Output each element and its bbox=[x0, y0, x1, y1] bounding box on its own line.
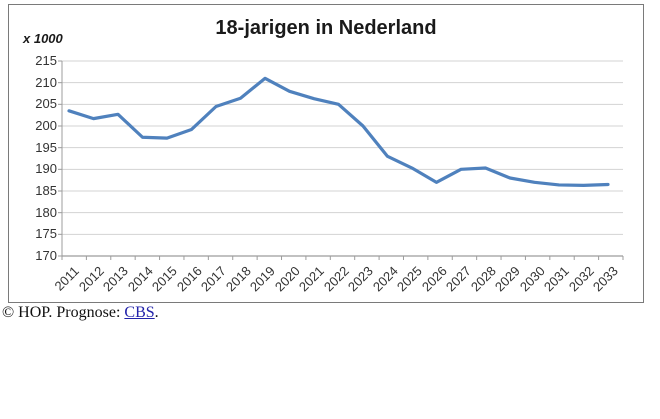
chart-area: 18-jarigen in Nederland x 1000 215 210 205… bbox=[8, 4, 644, 303]
y-axis-tick-label: 170 bbox=[35, 248, 57, 263]
y-axis-tick-label: 190 bbox=[35, 161, 57, 177]
y-axis-tick-label: 175 bbox=[35, 226, 57, 242]
y-axis-tick-label: 180 bbox=[35, 204, 57, 220]
caption-text: © HOP. Prognose: bbox=[2, 304, 125, 321]
caption-period: . bbox=[154, 304, 159, 321]
y-axis-tick-label: 210 bbox=[35, 74, 57, 90]
y-axis-tick-label: 195 bbox=[35, 139, 57, 155]
cbs-link[interactable]: CBS bbox=[124, 304, 155, 321]
y-axis-tick-label: 215 bbox=[35, 53, 57, 68]
y-axis-tick-label: 185 bbox=[35, 183, 57, 198]
line-plot bbox=[58, 60, 624, 260]
y-axis-tick-label: 205 bbox=[35, 96, 57, 112]
y-axis-unit-label: x 1000 bbox=[23, 31, 63, 46]
y-axis-tick-label: 200 bbox=[35, 118, 57, 133]
data-series-line bbox=[67, 76, 610, 187]
chart-title: 18-jarigen in Nederland bbox=[215, 17, 437, 39]
source-caption: © HOP. Prognose: CBS. bbox=[2, 304, 159, 322]
